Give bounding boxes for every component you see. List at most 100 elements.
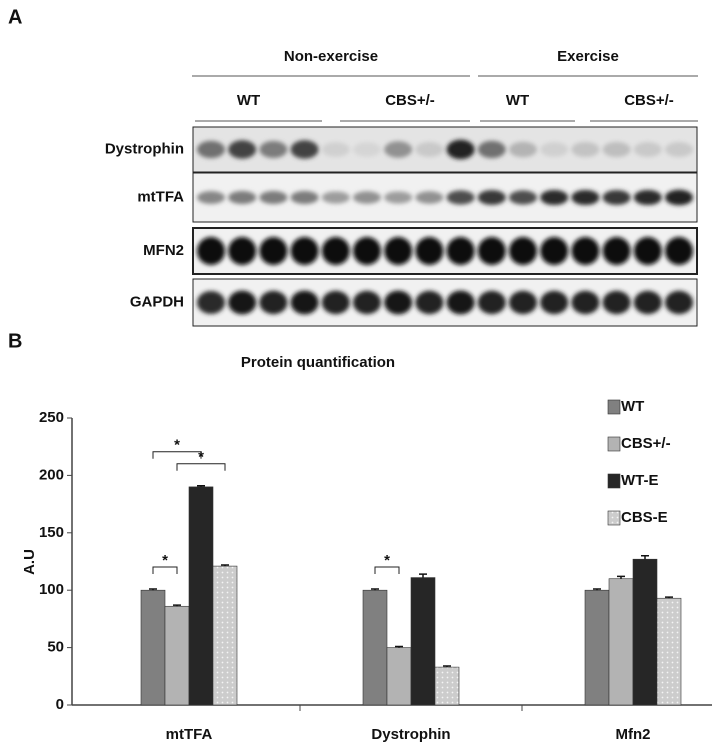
panel-a: A Non-exercise WT CBS+/- Exercise WT CBS+/- Dy… [8,6,698,327]
blot-band [384,141,413,158]
y-tick-label: 150 [39,524,64,541]
blot-band [540,237,569,265]
blot-band [290,290,319,315]
error-bar [419,573,427,578]
legend-swatch [607,436,621,452]
blot-band [353,290,381,315]
legend-swatch [607,399,621,415]
y-tick-label: 250 [39,409,64,426]
bar [386,647,412,706]
blot-band [228,191,257,204]
group-label: Non-exercise [284,48,378,65]
error-bar [395,645,403,648]
blot-band [665,290,693,315]
blot-band [477,190,506,205]
blot-band [477,237,506,265]
blot-band [509,290,537,315]
bar [362,589,388,706]
blot-band [197,140,225,159]
blot-band [509,237,537,265]
blot-band [321,142,350,157]
x-tick-label: mtTFA [166,726,213,743]
bar [164,605,190,706]
blot-band [540,290,569,315]
legend-label: WT [621,398,644,415]
blot-band [665,237,693,265]
blot-band [415,191,444,204]
bar [140,589,166,706]
bar [434,666,460,706]
blot-band [197,290,225,315]
blot-band [633,290,662,315]
blot-band [633,189,662,206]
error-bar [221,564,229,567]
blot-band [197,237,225,265]
blot-band [446,237,475,265]
blot-band [665,189,693,206]
significance-bracket [152,451,202,459]
blot-band [321,191,350,204]
significance-marker: * [162,552,168,569]
blot-band [602,290,631,315]
blot-band [540,142,569,157]
panel-b: B Protein quantification A.U 0 50 100 150 20… [8,330,712,743]
blot-band [259,237,288,265]
blot-band [353,142,381,157]
blot-band [446,139,475,160]
bar [656,597,682,706]
error-bar [371,588,379,591]
bar [608,578,634,706]
significance-marker: * [384,552,390,569]
error-bar [665,596,673,599]
blot-band [446,190,475,205]
row-label: GAPDH [130,293,184,310]
blot-band [290,140,319,159]
significance-marker: * [174,437,180,454]
blot-band [353,237,381,265]
row-label: mtTFA [137,188,184,205]
blot-band [633,142,662,157]
x-tick-label: Mfn2 [616,726,651,743]
subgroup-label: WT [237,92,260,109]
significance-marker: * [198,449,204,466]
y-tick-label: 0 [56,696,64,713]
blot-band [228,140,257,159]
blot-band [509,141,537,158]
blot-band [477,290,506,315]
blot-band [571,237,600,265]
legend-swatch [607,473,621,489]
significance-bracket [152,566,178,575]
row-label: MFN2 [143,242,184,259]
blot-band [259,141,288,158]
bar [212,565,238,706]
group-label: Exercise [557,48,619,65]
error-bar [593,588,601,591]
y-tick-label: 50 [47,639,64,656]
bar [188,486,214,706]
blot-band [415,290,444,315]
blot-band [602,237,631,265]
x-tick-label: Dystrophin [371,726,450,743]
row-label: Dystrophin [105,140,184,157]
blot-band [571,189,600,206]
blot-band [602,190,631,205]
blot-band [446,290,475,315]
error-bar [641,555,649,560]
panel-label: B [8,330,22,352]
blot-band [228,237,257,265]
blot-band [602,141,631,158]
blot-band [197,191,225,204]
blot-band [384,290,413,315]
blot-band [540,189,569,206]
bar [632,558,658,706]
significance-bracket [374,566,400,575]
blot-band [571,141,600,158]
subgroup-label: WT [506,92,529,109]
blot-band [477,140,506,159]
blot-band [290,191,319,204]
y-tick-label: 100 [39,581,64,598]
blot-band [228,290,257,315]
blot-band [259,191,288,204]
blot-band [290,237,319,265]
